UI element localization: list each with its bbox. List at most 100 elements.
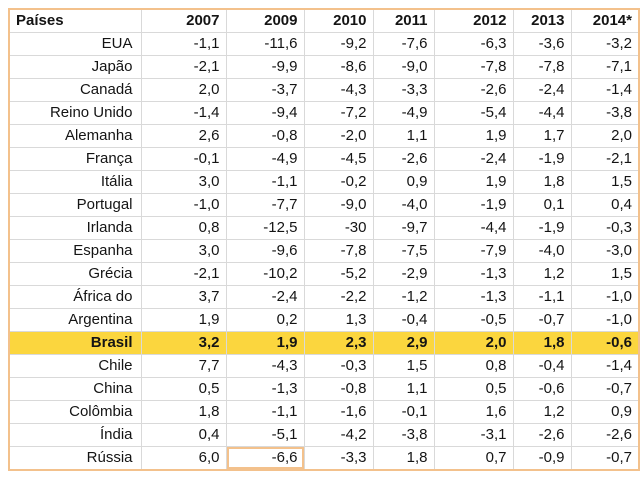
value-cell[interactable]: -4,0 [512,239,572,263]
column-header-2011[interactable]: 2011 [372,8,435,33]
value-cell[interactable]: -7,9 [433,239,514,263]
value-cell[interactable]: -7,6 [372,32,435,56]
value-cell[interactable]: -4,9 [372,101,435,125]
value-cell[interactable]: -0,4 [512,354,572,378]
value-cell[interactable]: 1,6 [433,400,514,424]
country-cell[interactable]: Irlanda [8,216,142,240]
value-cell[interactable]: -1,2 [372,285,435,309]
value-cell[interactable]: 1,7 [512,124,572,148]
value-cell[interactable]: -0,7 [570,377,640,401]
country-cell[interactable]: Canadá [8,78,142,102]
column-header-paises[interactable]: Países [8,8,142,33]
value-cell[interactable]: 0,8 [140,216,227,240]
value-cell[interactable]: -0,9 [512,446,572,471]
value-cell[interactable]: -9,4 [225,101,305,125]
value-cell[interactable]: -10,2 [225,262,305,286]
value-cell[interactable]: -2,0 [303,124,374,148]
value-cell[interactable]: 0,4 [570,193,640,217]
value-cell[interactable]: 2,0 [140,78,227,102]
value-cell[interactable]: 2,0 [570,124,640,148]
country-cell[interactable]: Alemanha [8,124,142,148]
country-cell[interactable]: Japão [8,55,142,79]
value-cell[interactable]: -0,6 [570,331,640,355]
value-cell[interactable]: 1,5 [372,354,435,378]
value-cell[interactable]: -2,4 [225,285,305,309]
value-cell[interactable]: 2,0 [433,331,514,355]
value-cell[interactable]: -0,5 [433,308,514,332]
value-cell[interactable]: -1,4 [140,101,227,125]
value-cell[interactable]: -4,2 [303,423,374,447]
value-cell[interactable]: 0,7 [433,446,514,471]
value-cell[interactable]: -1,9 [512,216,572,240]
value-cell[interactable]: -3,7 [225,78,305,102]
value-cell[interactable]: -2,1 [140,262,227,286]
value-cell[interactable]: -1,1 [225,170,305,194]
value-cell[interactable]: -1,0 [140,193,227,217]
value-cell[interactable]: 0,2 [225,308,305,332]
value-cell[interactable]: -1,6 [303,400,374,424]
value-cell[interactable]: -7,5 [372,239,435,263]
value-cell[interactable]: 1,8 [512,170,572,194]
value-cell[interactable]: 1,8 [512,331,572,355]
value-cell[interactable]: -7,8 [303,239,374,263]
value-cell[interactable]: 1,9 [433,170,514,194]
country-cell[interactable]: Reino Unido [8,101,142,125]
value-cell[interactable]: 1,5 [570,262,640,286]
value-cell[interactable]: 2,6 [140,124,227,148]
country-cell[interactable]: Brasil [8,331,142,355]
value-cell[interactable]: -4,0 [372,193,435,217]
value-cell[interactable]: -9,7 [372,216,435,240]
value-cell[interactable]: -2,1 [140,55,227,79]
value-cell[interactable]: -2,9 [372,262,435,286]
value-cell[interactable]: 1,9 [225,331,305,355]
country-cell[interactable]: Chile [8,354,142,378]
value-cell[interactable]: -2,6 [512,423,572,447]
value-cell[interactable]: 0,1 [512,193,572,217]
country-cell[interactable]: Índia [8,423,142,447]
value-cell[interactable]: 0,5 [433,377,514,401]
column-header-2009[interactable]: 2009 [225,8,305,33]
column-header-2010[interactable]: 2010 [303,8,374,33]
value-cell[interactable]: 1,8 [372,446,435,471]
country-cell[interactable]: Argentina [8,308,142,332]
value-cell[interactable]: -1,4 [570,78,640,102]
country-cell[interactable]: Colômbia [8,400,142,424]
value-cell[interactable]: -9,6 [225,239,305,263]
value-cell[interactable]: -9,0 [303,193,374,217]
value-cell[interactable]: -6,3 [433,32,514,56]
country-cell[interactable]: Itália [8,170,142,194]
value-cell[interactable]: -1,0 [570,285,640,309]
value-cell[interactable]: -2,4 [512,78,572,102]
value-cell[interactable]: -1,4 [570,354,640,378]
value-cell[interactable]: -1,9 [512,147,572,171]
country-cell[interactable]: Espanha [8,239,142,263]
value-cell[interactable]: -3,8 [570,101,640,125]
value-cell[interactable]: -7,7 [225,193,305,217]
value-cell[interactable]: 1,2 [512,262,572,286]
country-cell[interactable]: África do [8,285,142,309]
value-cell[interactable]: -30 [303,216,374,240]
value-cell[interactable]: -3,3 [372,78,435,102]
country-cell[interactable]: EUA [8,32,142,56]
value-cell[interactable]: -4,5 [303,147,374,171]
value-cell[interactable]: 0,5 [140,377,227,401]
value-cell[interactable]: -0,3 [303,354,374,378]
column-header-2013[interactable]: 2013 [512,8,572,33]
value-cell[interactable]: -2,6 [570,423,640,447]
value-cell[interactable]: -0,7 [512,308,572,332]
value-cell[interactable]: -5,4 [433,101,514,125]
value-cell[interactable]: -0,4 [372,308,435,332]
value-cell[interactable]: 7,7 [140,354,227,378]
value-cell[interactable]: -1,1 [512,285,572,309]
selected-value-cell[interactable]: -6,6 [225,446,305,471]
value-cell[interactable]: -9,2 [303,32,374,56]
value-cell[interactable]: -3,1 [433,423,514,447]
value-cell[interactable]: -3,8 [372,423,435,447]
value-cell[interactable]: -7,8 [512,55,572,79]
value-cell[interactable]: 0,4 [140,423,227,447]
value-cell[interactable]: -7,2 [303,101,374,125]
value-cell[interactable]: 1,1 [372,377,435,401]
country-cell[interactable]: Portugal [8,193,142,217]
value-cell[interactable]: -0,8 [303,377,374,401]
value-cell[interactable]: -1,3 [225,377,305,401]
